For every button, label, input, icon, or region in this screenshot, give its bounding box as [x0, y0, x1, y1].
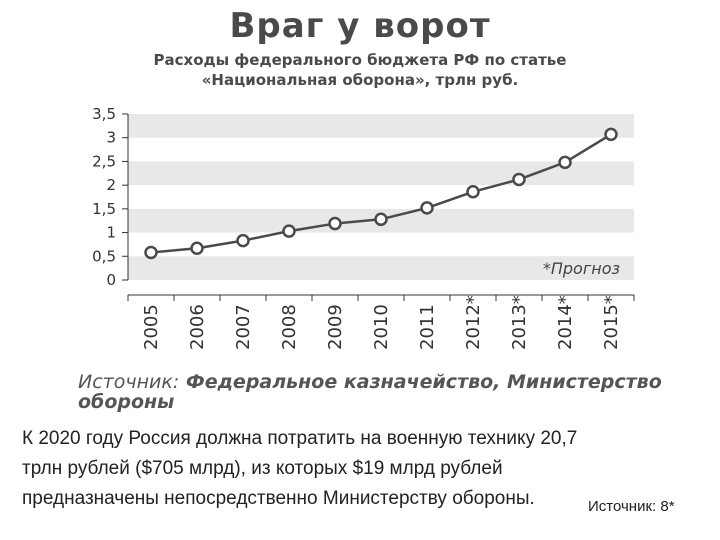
data-point — [466, 185, 480, 199]
x-tick-label: 2006 — [187, 304, 208, 350]
chart-subtitle-line-2: «Национальная оборона», трлн руб. — [201, 71, 519, 89]
x-tick-label: 2009 — [325, 304, 346, 350]
y-tick-label: 3 — [106, 129, 116, 147]
y-tick-label: 2 — [106, 176, 116, 194]
y-tick-label: 1,5 — [92, 200, 116, 218]
data-point — [144, 245, 158, 260]
series-line — [150, 133, 612, 254]
x-tick-label: 2008 — [279, 304, 300, 350]
data-point — [328, 216, 342, 231]
grid-band — [128, 114, 634, 138]
x-tick-label: 2007 — [233, 304, 254, 350]
footer-source: Источник: 8* — [588, 498, 675, 515]
data-point — [512, 172, 526, 187]
x-tick-label: 2014* — [555, 295, 576, 350]
x-tick-label: 2012* — [463, 295, 484, 350]
data-point — [190, 241, 204, 255]
forecast-note: *Прогноз — [543, 259, 620, 278]
line-chart: 0 0,5 1 1,5 2 2,5 3 3,5 2005 2006 2007 2008 2009 2010… — [92, 105, 635, 350]
data-point — [420, 201, 434, 215]
x-tick-label: 2010 — [371, 304, 392, 350]
grid-band — [128, 256, 634, 280]
chart-source-label: Источник: — [78, 371, 180, 393]
x-tick-label: 2013* — [509, 295, 530, 350]
chart-subtitle: Расходы федерального бюджета РФ по стать… — [60, 50, 660, 90]
chart-subtitle-line-1: Расходы федерального бюджета РФ по стать… — [153, 51, 567, 69]
data-point — [236, 233, 250, 248]
data-point — [374, 212, 388, 227]
x-tick-label: 2011 — [417, 304, 438, 350]
data-point — [282, 224, 296, 238]
y-tick-label: 3,5 — [92, 105, 116, 123]
footer-text: К 2020 году Россия должна потратить на в… — [22, 428, 578, 509]
data-point — [604, 127, 618, 142]
x-tick-label: 2005 — [141, 304, 162, 350]
data-point — [558, 155, 572, 170]
chart-source: Источник: Федеральное казначейство, Мини… — [78, 372, 678, 412]
x-tick-label: 2015* — [601, 295, 622, 350]
grid-band — [128, 161, 634, 186]
chart-source-text: Федеральное казначейство, Министерство о… — [78, 371, 662, 413]
y-tick-label: 0,5 — [92, 247, 116, 265]
y-tick-label: 0 — [106, 271, 116, 289]
chart-title: Враг у ворот — [229, 6, 491, 46]
y-tick-label: 2,5 — [92, 152, 116, 170]
y-tick-label: 1 — [106, 224, 116, 242]
